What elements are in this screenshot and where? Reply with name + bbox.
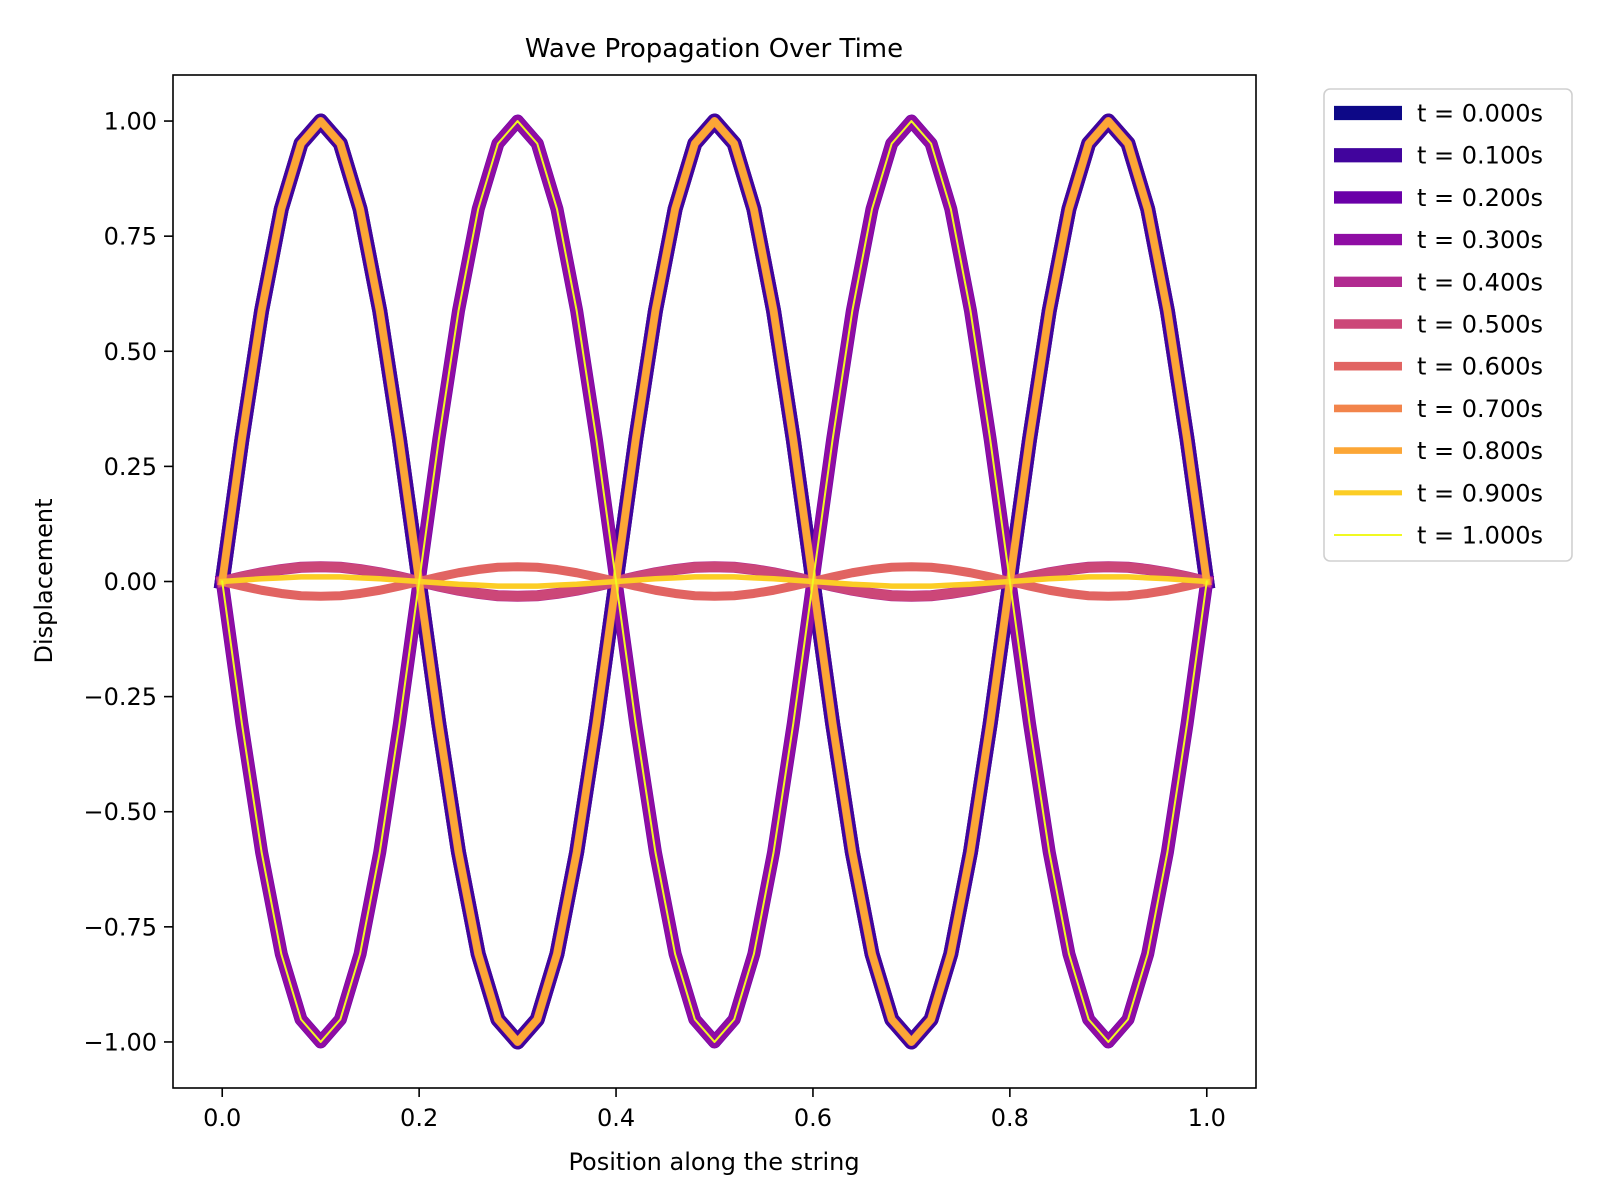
legend-label-6: t = 0.600s [1417, 353, 1543, 381]
y-tick-label: −1.00 [83, 1028, 157, 1056]
series-line-5 [216, 561, 1213, 602]
y-tick-label: −0.50 [83, 798, 157, 826]
legend-label-1: t = 0.100s [1417, 142, 1543, 170]
y-tick-label: 0.25 [104, 453, 157, 481]
y-tick-label: 0.50 [104, 338, 157, 366]
series-line-8 [218, 117, 1211, 1046]
legend-frame [1323, 88, 1573, 562]
legend-label-7: t = 0.700s [1417, 395, 1543, 423]
legend-label-10: t = 1.000s [1417, 522, 1543, 550]
legend: t = 0.000s t = 0.100s t = 0.200s t = 0.300s… [1323, 88, 1573, 562]
legend-label-4: t = 0.400s [1417, 268, 1543, 296]
chart-title: Wave Propagation Over Time [525, 34, 903, 64]
series-line-6 [216, 562, 1213, 601]
y-axis-label: Displacement [30, 499, 58, 664]
series-line-9 [219, 574, 1210, 589]
y-tick-label: −0.25 [83, 683, 157, 711]
x-tick-label: 0.0 [203, 1104, 241, 1132]
y-tick-label: 0.75 [104, 223, 157, 251]
x-tick-label: 0.6 [794, 1104, 832, 1132]
x-tick-label: 0.2 [400, 1104, 438, 1132]
plot-frame [172, 74, 1257, 1089]
legend-items: t = 0.000s t = 0.100s t = 0.200s t = 0.300s… [1334, 100, 1543, 550]
series-line-10 [221, 120, 1208, 1043]
legend-label-9: t = 0.900s [1417, 479, 1543, 507]
series-layer [213, 113, 1216, 1050]
x-tick-label: 0.8 [991, 1104, 1029, 1132]
legend-label-8: t = 0.800s [1417, 437, 1543, 465]
x-tick-label: 1.0 [1188, 1104, 1226, 1132]
legend-label-2: t = 0.200s [1417, 184, 1543, 212]
legend-label-3: t = 0.300s [1417, 226, 1543, 254]
legend-label-5: t = 0.500s [1417, 311, 1543, 339]
x-axis-label: Position along the string [568, 1148, 859, 1176]
y-tick-label: −0.75 [83, 913, 157, 941]
tick-layer: 0.0 0.2 0.4 0.6 0.8 1.0 1.00 0.75 0.50 0.25 0.00 −0… [83, 108, 1225, 1132]
legend-label-0: t = 0.000s [1417, 100, 1543, 128]
y-tick-label: 0.00 [104, 568, 157, 596]
x-tick-label: 0.4 [597, 1104, 635, 1132]
y-tick-label: 1.00 [104, 108, 157, 136]
